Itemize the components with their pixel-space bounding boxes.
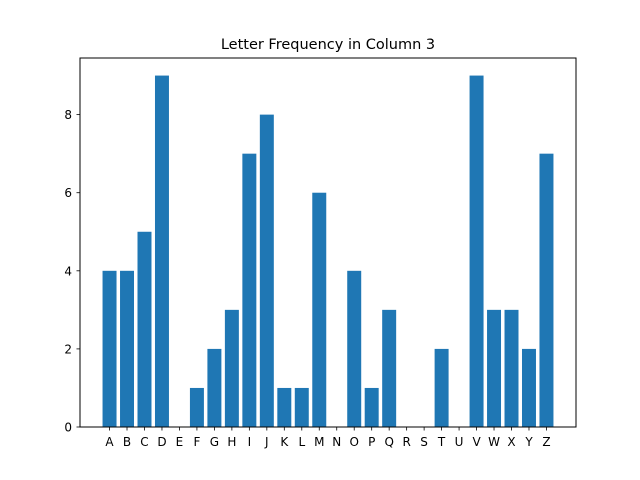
x-tick-label-b: B bbox=[123, 435, 131, 449]
x-tick-label-a: A bbox=[105, 435, 114, 449]
plot-frame bbox=[79, 57, 577, 428]
x-tick-label-e: E bbox=[176, 435, 184, 449]
x-tick-label-u: U bbox=[455, 435, 464, 449]
x-tick-label-j: J bbox=[264, 435, 269, 449]
x-tick-label-m: M bbox=[314, 435, 324, 449]
bar-y bbox=[521, 348, 536, 427]
y-tick-label-2: 2 bbox=[64, 342, 72, 356]
x-tick-label-x: X bbox=[507, 435, 515, 449]
x-tick-label-o: O bbox=[349, 435, 358, 449]
x-tick-label-y: Y bbox=[524, 435, 533, 449]
x-tick-label-n: N bbox=[332, 435, 341, 449]
x-tick-label-r: R bbox=[402, 435, 410, 449]
x-tick-label-p: P bbox=[368, 435, 375, 449]
bar-w bbox=[487, 309, 502, 427]
bar-h bbox=[224, 309, 239, 427]
bar-v bbox=[469, 75, 484, 428]
bar-b bbox=[120, 270, 135, 427]
x-tick-label-d: D bbox=[157, 435, 166, 449]
x-tick-label-c: C bbox=[140, 435, 148, 449]
x-tick-label-f: F bbox=[193, 435, 200, 449]
y-tick-label-4: 4 bbox=[64, 264, 72, 278]
chart-title: Letter Frequency in Column 3 bbox=[221, 37, 435, 53]
bar-i bbox=[242, 153, 257, 427]
bar-l bbox=[294, 387, 309, 427]
x-tick-label-i: I bbox=[248, 435, 252, 449]
y-tick-label-8: 8 bbox=[64, 108, 72, 122]
x-tick-label-g: G bbox=[210, 435, 219, 449]
bar-f bbox=[189, 387, 204, 427]
y-tick-label-6: 6 bbox=[64, 186, 72, 200]
bars-group bbox=[102, 75, 554, 428]
x-tick-label-q: Q bbox=[384, 435, 393, 449]
y-tick-label-0: 0 bbox=[64, 421, 72, 435]
x-tick-label-s: S bbox=[420, 435, 428, 449]
x-tick-label-v: V bbox=[472, 435, 481, 449]
bar-z bbox=[539, 153, 554, 427]
bar-t bbox=[434, 348, 449, 427]
x-tick-label-z: Z bbox=[542, 435, 550, 449]
y-axis: 0 2 4 6 8 bbox=[64, 108, 80, 435]
bar-g bbox=[207, 348, 222, 427]
bar-k bbox=[277, 387, 292, 427]
bar-j bbox=[259, 114, 274, 427]
x-tick-label-k: K bbox=[280, 435, 289, 449]
x-tick-label-w: W bbox=[488, 435, 500, 449]
bar-o bbox=[347, 270, 362, 427]
x-tick-label-l: L bbox=[298, 435, 305, 449]
bar-x bbox=[504, 309, 519, 427]
bar-q bbox=[382, 309, 397, 427]
x-tick-label-t: T bbox=[437, 435, 446, 449]
bar-d bbox=[154, 75, 169, 428]
bar-c bbox=[137, 231, 152, 427]
bar-a bbox=[102, 270, 117, 427]
bar-m bbox=[312, 192, 327, 427]
bar-p bbox=[364, 387, 379, 427]
x-tick-label-h: H bbox=[227, 435, 236, 449]
